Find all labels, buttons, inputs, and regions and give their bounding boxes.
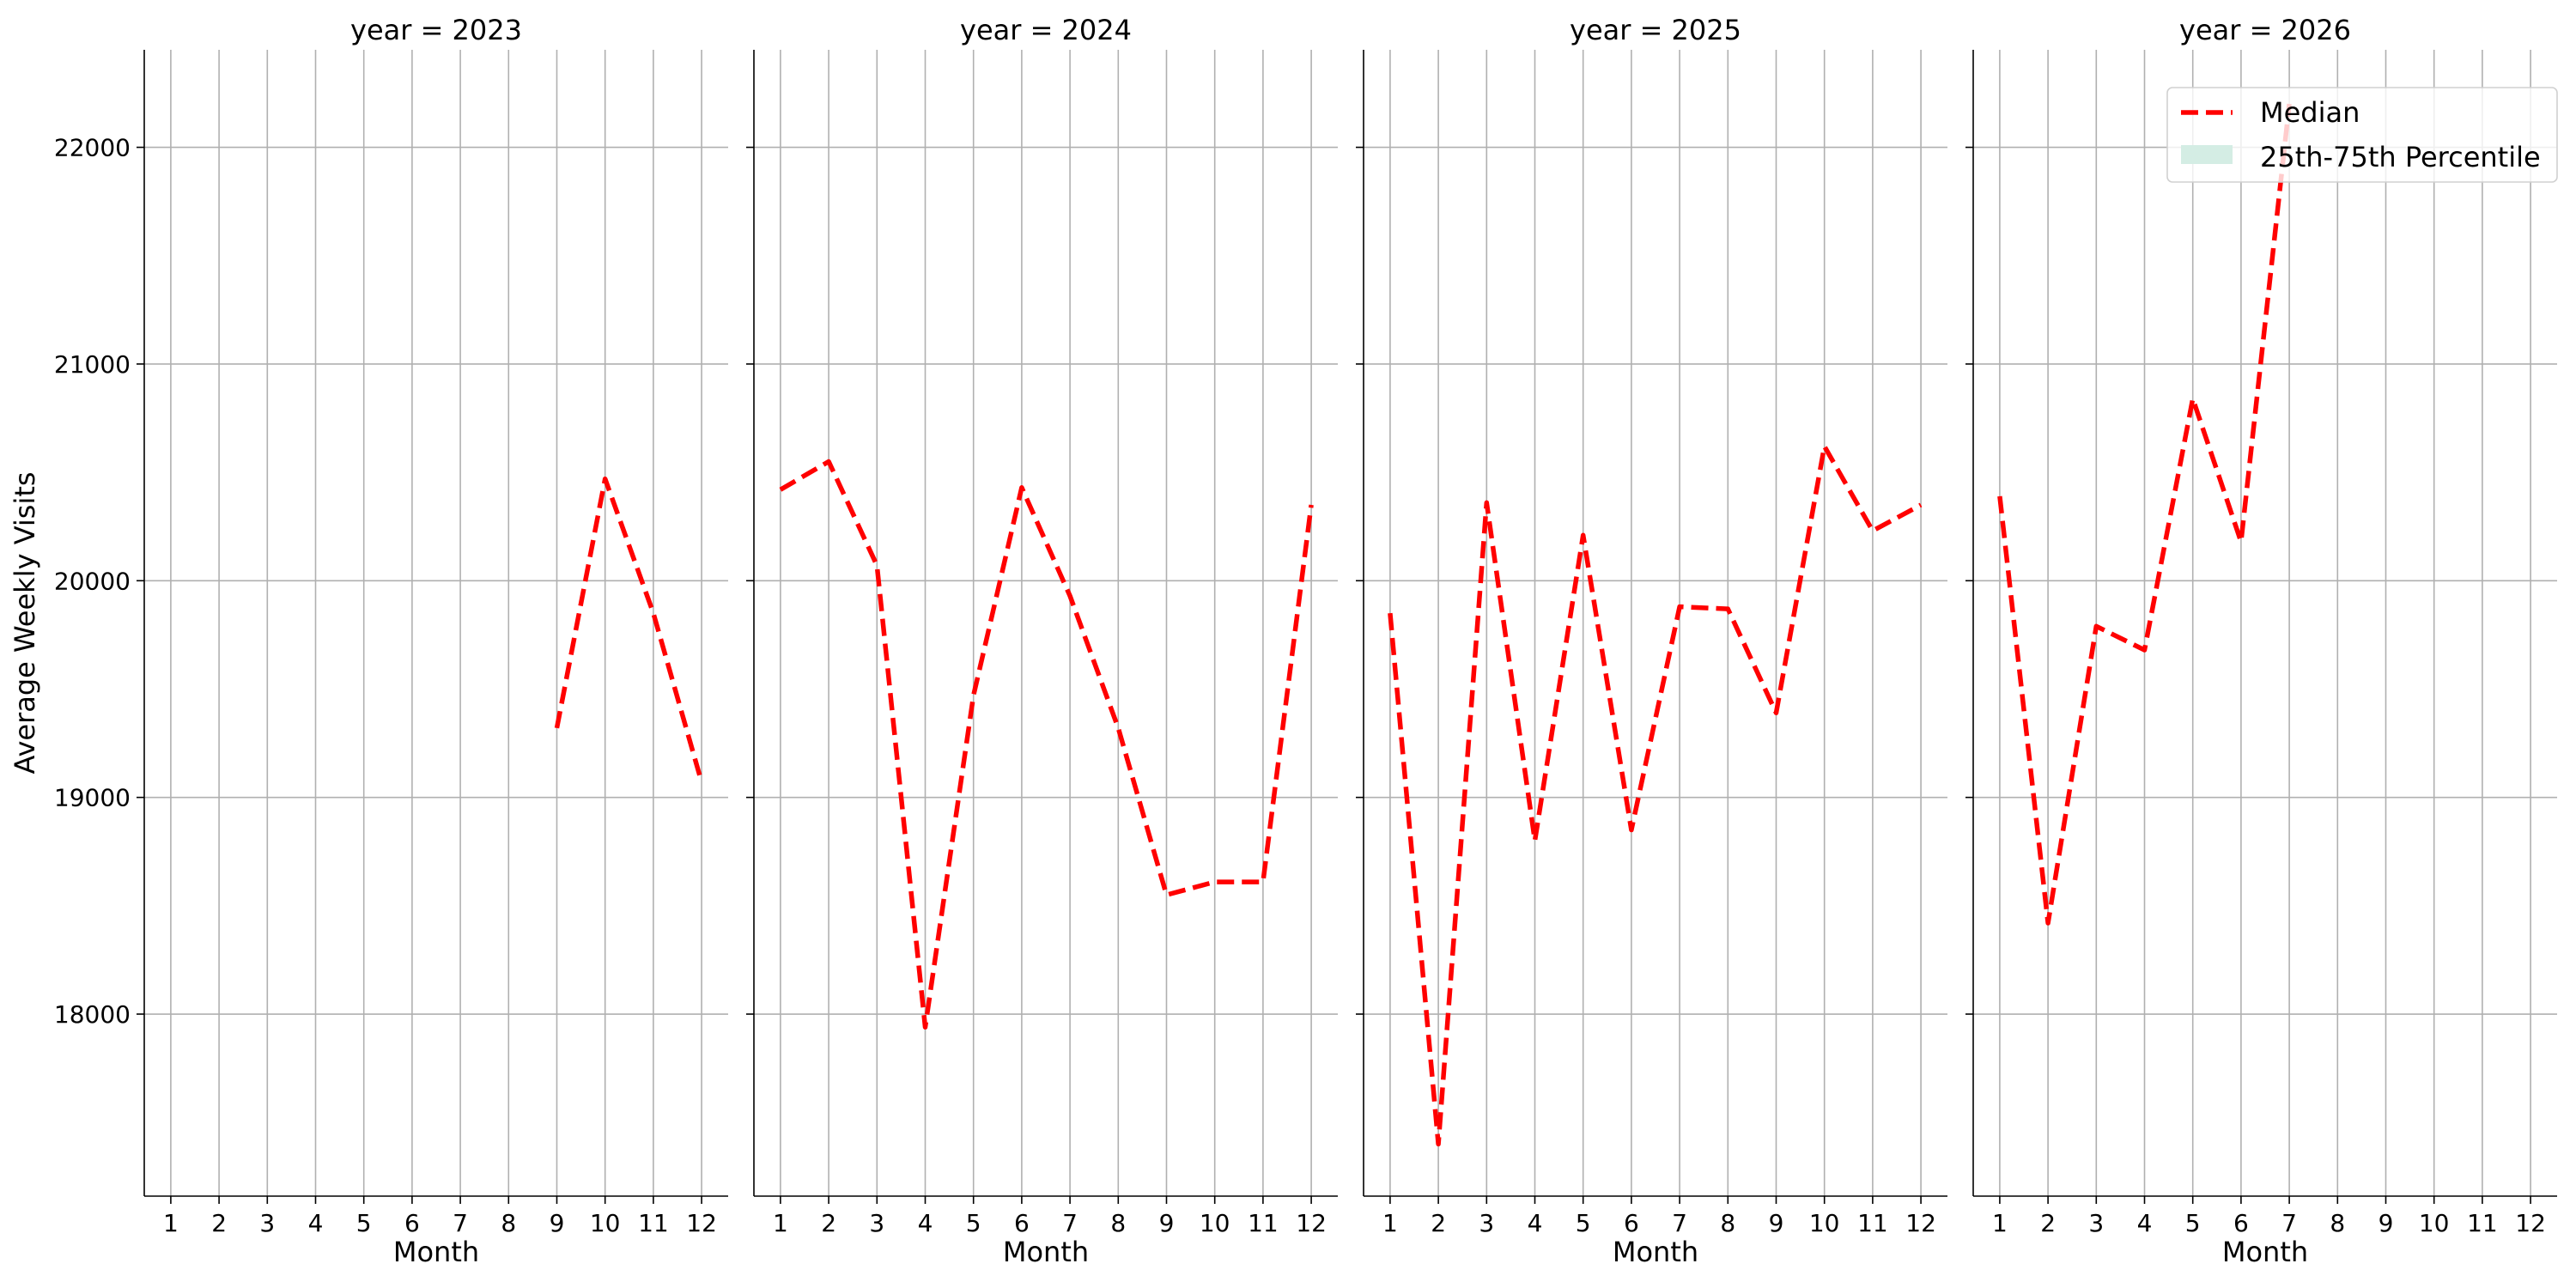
x-tick-label: 6 <box>404 1209 420 1237</box>
x-tick-label: 10 <box>1809 1209 1840 1237</box>
y-tick-label: 20000 <box>54 567 131 595</box>
y-tick-label: 18000 <box>54 1000 131 1029</box>
legend-median-label: Median <box>2260 96 2360 129</box>
x-tick-label: 10 <box>590 1209 621 1237</box>
x-tick-label: 1 <box>1992 1209 2008 1237</box>
x-tick-label: 9 <box>1159 1209 1175 1237</box>
x-tick-label: 12 <box>1296 1209 1327 1237</box>
x-tick-label: 5 <box>356 1209 372 1237</box>
x-tick-label: 3 <box>869 1209 884 1237</box>
y-tick-label: 21000 <box>54 350 131 379</box>
x-tick-label: 1 <box>1382 1209 1398 1237</box>
x-tick-label: 3 <box>259 1209 275 1237</box>
x-tick-label: 2 <box>1431 1209 1446 1237</box>
x-tick-label: 7 <box>1062 1209 1078 1237</box>
y-axis-label: Average Weekly Visits <box>9 471 41 774</box>
x-tick-label: 2 <box>2040 1209 2056 1237</box>
x-tick-label: 5 <box>1576 1209 1591 1237</box>
x-tick-label: 1 <box>163 1209 179 1237</box>
y-tick-label: 19000 <box>54 784 131 812</box>
facet-title: year = 2025 <box>1570 14 1741 46</box>
x-tick-label: 6 <box>1014 1209 1030 1237</box>
x-tick-label: 4 <box>918 1209 933 1237</box>
x-tick-label: 11 <box>1857 1209 1888 1237</box>
x-tick-label: 12 <box>686 1209 717 1237</box>
x-tick-label: 4 <box>2137 1209 2153 1237</box>
x-tick-label: 9 <box>1769 1209 1784 1237</box>
x-tick-label: 8 <box>1110 1209 1126 1237</box>
x-tick-label: 12 <box>1905 1209 1936 1237</box>
median-series-line <box>779 459 1314 1030</box>
y-tick-label: 22000 <box>54 134 131 162</box>
x-tick-label: 8 <box>1720 1209 1735 1237</box>
median-series-line <box>554 476 704 783</box>
facet-title: year = 2026 <box>2179 14 2351 46</box>
x-tick-label: 7 <box>453 1209 468 1237</box>
x-tick-label: 1 <box>773 1209 788 1237</box>
x-tick-label: 2 <box>211 1209 227 1237</box>
x-tick-label: 3 <box>2088 1209 2104 1237</box>
x-axis-label: Month <box>1003 1236 1089 1268</box>
x-tick-label: 7 <box>1672 1209 1687 1237</box>
x-tick-label: 4 <box>308 1209 324 1237</box>
facet-title: year = 2024 <box>960 14 1132 46</box>
x-axis-label: Month <box>393 1236 479 1268</box>
x-tick-label: 9 <box>2379 1209 2394 1237</box>
x-tick-label: 6 <box>2233 1209 2249 1237</box>
legend-percentile-label: 25th-75th Percentile <box>2260 141 2541 173</box>
x-tick-label: 5 <box>966 1209 981 1237</box>
x-axis-label: Month <box>1613 1236 1698 1268</box>
x-tick-label: 11 <box>638 1209 669 1237</box>
x-tick-label: 4 <box>1528 1209 1543 1237</box>
x-tick-label: 11 <box>2467 1209 2498 1237</box>
x-tick-label: 6 <box>1624 1209 1639 1237</box>
facet-title: year = 2023 <box>350 14 522 46</box>
legend-box <box>2166 87 2558 183</box>
x-tick-label: 10 <box>1200 1209 1230 1237</box>
x-tick-label: 10 <box>2419 1209 2450 1237</box>
x-tick-label: 8 <box>501 1209 516 1237</box>
legend-percentile-swatch <box>2181 145 2233 164</box>
x-axis-label: Month <box>2222 1236 2308 1268</box>
x-tick-label: 12 <box>2515 1209 2546 1237</box>
x-tick-label: 7 <box>2281 1209 2297 1237</box>
median-series-line <box>1388 444 1923 1147</box>
x-tick-label: 9 <box>550 1209 565 1237</box>
x-tick-label: 11 <box>1248 1209 1279 1237</box>
x-tick-label: 3 <box>1479 1209 1494 1237</box>
median-series-line <box>1997 103 2292 926</box>
x-tick-label: 5 <box>2185 1209 2201 1237</box>
x-tick-label: 2 <box>821 1209 836 1237</box>
x-tick-label: 8 <box>2330 1209 2345 1237</box>
